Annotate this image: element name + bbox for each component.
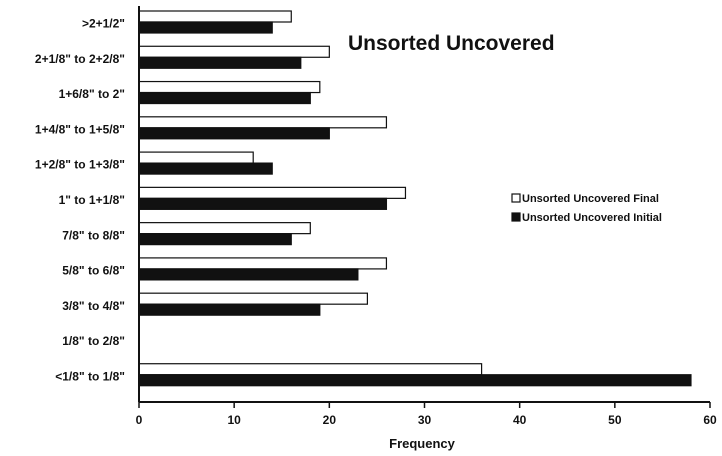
legend-swatch-initial [511, 212, 521, 222]
bar-final-5 [138, 186, 407, 199]
category-label-2: 1+6/8" to 2" [59, 87, 125, 101]
legend-label-final: Unsorted Uncovered Final [522, 193, 659, 205]
category-label-5: 1" to 1+1/8" [59, 193, 125, 207]
bar-initial-4 [138, 162, 273, 175]
bar-initial-2 [138, 91, 311, 105]
category-label-1: 2+1/8" to 2+2/8" [35, 52, 125, 66]
bar-final-7 [138, 257, 388, 270]
bar-final-2 [138, 80, 321, 94]
bars-layer [138, 10, 692, 387]
x-tick-label-2: 20 [323, 413, 337, 427]
x-axis-title: Frequency [389, 436, 456, 451]
legend-swatch-final [511, 193, 521, 203]
chart-title: Unsorted Uncovered [348, 32, 555, 55]
category-label-7: 5/8" to 6/8" [62, 264, 125, 278]
category-label-10: <1/8" to 1/8" [55, 369, 125, 383]
bar-initial-3 [138, 127, 330, 140]
bar-final-1 [138, 45, 330, 58]
bar-final-0 [138, 10, 292, 23]
category-label-8: 3/8" to 4/8" [62, 299, 125, 313]
x-tick-label-3: 30 [418, 413, 432, 427]
bar-initial-7 [138, 268, 359, 281]
bar-initial-1 [138, 56, 302, 69]
x-tick-label-0: 0 [136, 413, 143, 427]
bar-final-8 [138, 292, 368, 305]
bar-final-6 [138, 222, 311, 235]
bar-initial-0 [138, 21, 273, 34]
bar-initial-8 [138, 303, 321, 316]
bar-final-4 [138, 151, 254, 164]
bar-initial-5 [138, 197, 388, 210]
bar-final-3 [138, 116, 388, 129]
category-label-3: 1+4/8" to 1+5/8" [35, 122, 125, 136]
x-tick-label-1: 10 [227, 413, 241, 427]
x-tick-label-6: 60 [703, 413, 717, 427]
x-tick-label-4: 40 [513, 413, 527, 427]
bar-final-10 [138, 363, 483, 376]
bar-initial-10 [138, 374, 692, 387]
legend-label-initial: Unsorted Uncovered Initial [522, 212, 662, 224]
category-labels: >2+1/2" 2+1/8" to 2+2/8" 1+6/8" to 2" 1+4/8… [35, 17, 125, 384]
bar-initial-6 [138, 233, 292, 246]
legend: Unsorted Uncovered Final Unsorted Uncove… [511, 193, 662, 224]
x-axis-ticks: 0 10 20 30 40 50 60 [136, 402, 717, 427]
category-label-9: 1/8" to 2/8" [62, 334, 125, 348]
x-tick-label-5: 50 [608, 413, 622, 427]
category-label-0: >2+1/2" [82, 17, 125, 31]
category-label-4: 1+2/8" to 1+3/8" [35, 158, 125, 172]
category-label-6: 7/8" to 8/8" [62, 228, 125, 242]
